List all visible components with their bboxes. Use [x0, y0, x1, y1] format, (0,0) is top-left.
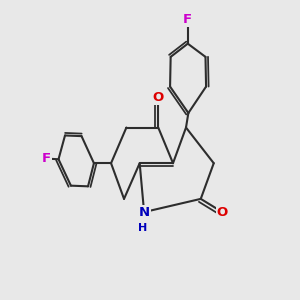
- Text: O: O: [217, 206, 228, 219]
- Text: N: N: [139, 206, 150, 219]
- Text: F: F: [42, 152, 51, 165]
- Text: F: F: [183, 14, 192, 26]
- Text: H: H: [138, 223, 147, 233]
- Text: O: O: [153, 91, 164, 104]
